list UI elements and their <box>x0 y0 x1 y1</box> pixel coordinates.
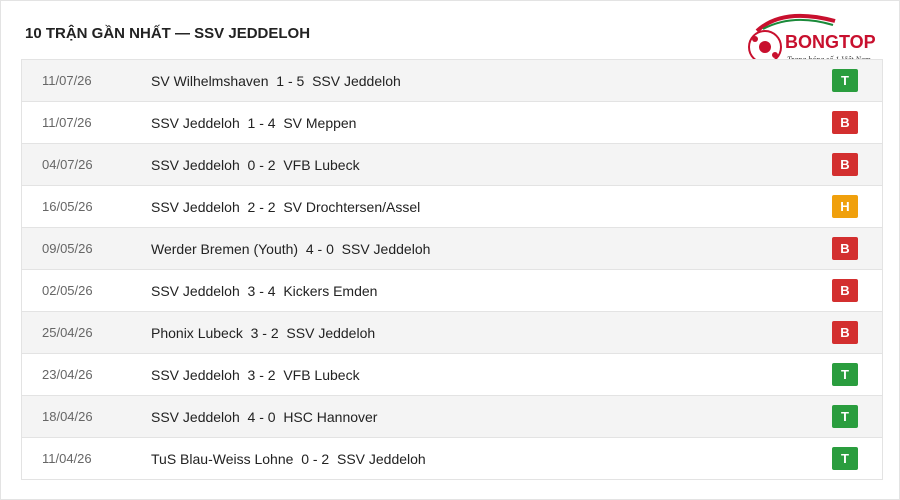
home-team: Werder Bremen (Youth) <box>151 241 299 257</box>
away-team: VFB Lubeck <box>283 367 360 383</box>
away-team: SV Drochtersen/Assel <box>283 199 421 215</box>
match-line: Werder Bremen (Youth) 4 - 0 SSV Jeddeloh <box>151 241 430 257</box>
match-date: 02/05/26 <box>42 283 93 298</box>
home-team: SSV Jeddeloh <box>151 367 240 383</box>
match-line: SSV Jeddeloh 0 - 2 VFB Lubeck <box>151 157 360 173</box>
score: 3 - 4 <box>247 283 276 299</box>
home-team: SV Wilhelmshaven <box>151 73 269 89</box>
score: 1 - 5 <box>276 73 305 89</box>
match-line: SSV Jeddeloh 2 - 2 SV Drochtersen/Assel <box>151 199 420 215</box>
result-badge: B <box>832 153 858 176</box>
score: 4 - 0 <box>247 409 276 425</box>
match-row: 11/07/26 SV Wilhelmshaven 1 - 5 SSV Jedde… <box>22 60 882 102</box>
match-row: 02/05/26 SSV Jeddeloh 3 - 4 Kickers Emden… <box>22 270 882 312</box>
match-row: 11/04/26 TuS Blau-Weiss Lohne 0 - 2 SSV J… <box>22 438 882 480</box>
score: 4 - 0 <box>305 241 334 257</box>
home-team: TuS Blau-Weiss Lohne <box>151 451 294 467</box>
match-line: SSV Jeddeloh 3 - 4 Kickers Emden <box>151 283 377 299</box>
away-team: SV Meppen <box>283 115 357 131</box>
match-line: SV Wilhelmshaven 1 - 5 SSV Jeddeloh <box>151 73 401 89</box>
away-team: SSV Jeddeloh <box>312 73 401 89</box>
result-badge: H <box>832 195 858 218</box>
logo-ball-patch <box>759 41 771 53</box>
title: 10 TRẬN GẦN NHẤT — SSV JEDDELOH <box>25 25 311 42</box>
away-team: SSV Jeddeloh <box>286 325 376 341</box>
logo-swoosh <box>762 18 834 30</box>
logo-brand: BONGTOP <box>785 32 876 52</box>
match-row: 04/07/26 SSV Jeddeloh 0 - 2 VFB Lubeck B <box>22 144 882 186</box>
score: 0 - 2 <box>301 451 330 467</box>
match-row: 23/04/26 SSV Jeddeloh 3 - 2 VFB Lubeck T <box>22 354 882 396</box>
match-line: SSV Jeddeloh 4 - 0 HSC Hannover <box>151 409 377 425</box>
match-date: 11/07/26 <box>42 73 92 88</box>
match-line: TuS Blau-Weiss Lohne 0 - 2 SSV Jeddeloh <box>151 451 426 467</box>
score: 3 - 2 <box>247 367 276 383</box>
result-badge: B <box>832 237 858 260</box>
match-date: 11/07/26 <box>42 115 92 130</box>
match-date: 23/04/26 <box>42 367 93 382</box>
match-line: Phonix Lubeck 3 - 2 SSV Jeddeloh <box>151 325 375 341</box>
home-team: SSV Jeddeloh <box>151 199 240 215</box>
home-team: Phonix Lubeck <box>151 325 243 341</box>
result-badge: B <box>832 321 858 344</box>
score: 2 - 2 <box>247 199 276 215</box>
home-team: SSV Jeddeloh <box>151 409 240 425</box>
logo: BONGTOP Trang bóng số 1 Việt Nam <box>748 13 876 64</box>
away-team: SSV Jeddeloh <box>336 451 426 467</box>
match-date: 18/04/26 <box>42 409 93 424</box>
result-badge: B <box>832 111 858 134</box>
result-badge: T <box>832 69 858 92</box>
score: 0 - 2 <box>247 157 276 173</box>
match-list: 11/07/26 SV Wilhelmshaven 1 - 5 SSV Jedde… <box>21 59 883 480</box>
result-badge: T <box>832 363 858 386</box>
result-badge: T <box>832 405 858 428</box>
home-team: SSV Jeddeloh <box>151 115 240 131</box>
logo-swoosh <box>755 13 836 33</box>
match-date: 25/04/26 <box>42 325 93 340</box>
result-badge: B <box>832 279 858 302</box>
match-line: SSV Jeddeloh 1 - 4 SV Meppen <box>151 115 356 131</box>
away-team: VFB Lubeck <box>283 157 360 173</box>
match-row: 11/07/26 SSV Jeddeloh 1 - 4 SV Meppen B <box>22 102 882 144</box>
away-team: Kickers Emden <box>283 283 378 299</box>
match-row: 09/05/26 Werder Bremen (Youth) 4 - 0 SSV … <box>22 228 882 270</box>
home-team: SSV Jeddeloh <box>151 157 240 173</box>
match-line: SSV Jeddeloh 3 - 2 VFB Lubeck <box>151 367 360 383</box>
match-row: 25/04/26 Phonix Lubeck 3 - 2 SSV Jeddeloh… <box>22 312 882 354</box>
match-row: 18/04/26 SSV Jeddeloh 4 - 0 HSC Hannover T <box>22 396 882 438</box>
result-badge: T <box>832 447 858 470</box>
away-team: HSC Hannover <box>283 409 378 425</box>
match-date: 09/05/26 <box>42 241 93 256</box>
score: 3 - 2 <box>250 325 279 341</box>
score: 1 - 4 <box>247 115 276 131</box>
match-date: 04/07/26 <box>42 157 93 172</box>
away-team: SSV Jeddeloh <box>341 241 431 257</box>
match-date: 16/05/26 <box>42 199 93 214</box>
home-team: SSV Jeddeloh <box>151 283 240 299</box>
logo-ball-patch <box>752 36 758 42</box>
match-date: 11/04/26 <box>42 451 92 466</box>
match-row: 16/05/26 SSV Jeddeloh 2 - 2 SV Drochterse… <box>22 186 882 228</box>
logo-ball-patch <box>772 52 778 58</box>
